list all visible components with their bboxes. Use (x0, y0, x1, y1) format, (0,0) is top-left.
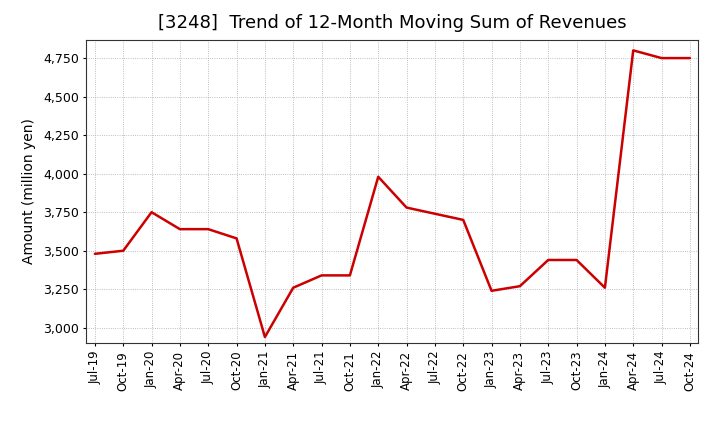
Title: [3248]  Trend of 12-Month Moving Sum of Revenues: [3248] Trend of 12-Month Moving Sum of R… (158, 15, 626, 33)
Y-axis label: Amount (million yen): Amount (million yen) (22, 118, 36, 264)
